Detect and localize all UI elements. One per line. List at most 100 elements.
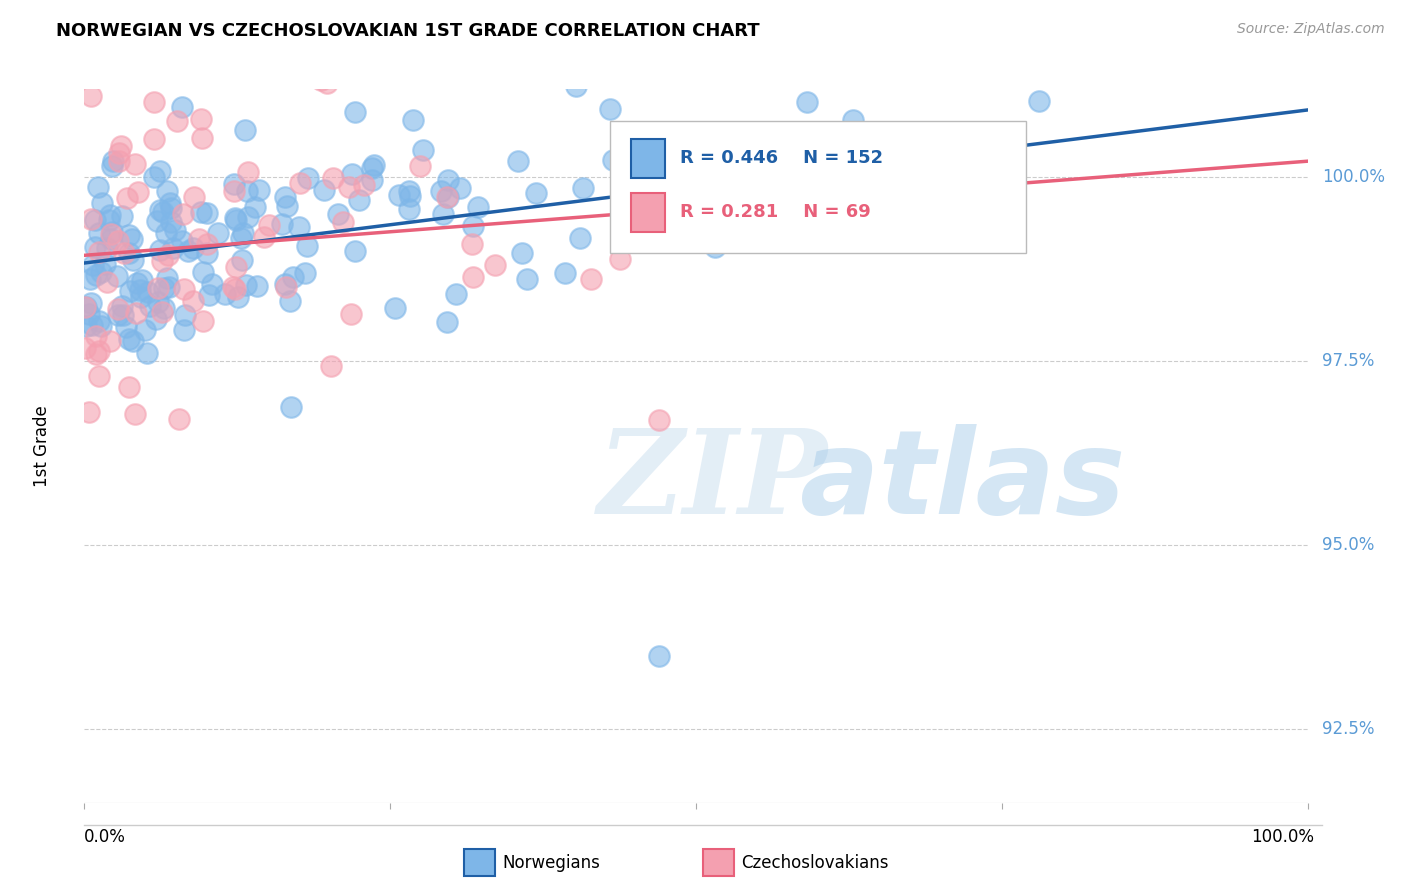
Point bbox=[90, 319, 112, 334]
Point bbox=[437, 173, 460, 187]
Point bbox=[278, 294, 301, 309]
Text: 92.5%: 92.5% bbox=[1322, 720, 1375, 739]
Point bbox=[146, 213, 169, 227]
Point bbox=[437, 190, 460, 204]
Point bbox=[148, 280, 170, 294]
Point bbox=[107, 268, 129, 283]
Point bbox=[142, 95, 165, 110]
Point bbox=[332, 214, 354, 228]
Point bbox=[449, 180, 471, 194]
Point bbox=[328, 207, 350, 221]
Point bbox=[96, 275, 118, 289]
Point bbox=[127, 185, 149, 199]
Point bbox=[110, 139, 132, 153]
Point bbox=[224, 282, 246, 296]
Point bbox=[231, 253, 253, 268]
Point bbox=[467, 200, 489, 214]
Point bbox=[214, 287, 236, 301]
Point bbox=[75, 341, 97, 355]
Point bbox=[159, 196, 181, 211]
Point bbox=[554, 266, 576, 280]
Text: R = 0.281    N = 69: R = 0.281 N = 69 bbox=[681, 203, 870, 221]
Point bbox=[188, 232, 211, 246]
Point bbox=[107, 301, 129, 316]
Point bbox=[232, 226, 254, 240]
Point bbox=[139, 299, 162, 313]
Point bbox=[253, 230, 276, 244]
Point bbox=[112, 308, 135, 322]
Point bbox=[107, 234, 129, 248]
Point bbox=[319, 359, 342, 373]
Point bbox=[461, 219, 484, 234]
Text: Norwegians: Norwegians bbox=[502, 854, 600, 871]
Point bbox=[361, 161, 384, 176]
Point bbox=[118, 246, 141, 260]
Point bbox=[446, 287, 468, 301]
Point bbox=[246, 278, 269, 293]
Point bbox=[100, 232, 122, 246]
Point bbox=[193, 265, 215, 279]
Point bbox=[173, 282, 195, 296]
Point bbox=[344, 105, 367, 120]
Bar bbox=[631, 193, 665, 232]
Point bbox=[153, 301, 176, 316]
Point bbox=[173, 323, 195, 337]
Point bbox=[288, 176, 311, 190]
Point bbox=[602, 153, 624, 167]
Point bbox=[118, 228, 141, 243]
Point bbox=[510, 245, 533, 260]
Point bbox=[201, 277, 224, 291]
Text: 100.0%: 100.0% bbox=[1322, 169, 1385, 186]
Point bbox=[280, 400, 302, 414]
Point bbox=[162, 241, 184, 255]
Point bbox=[128, 283, 150, 297]
Point bbox=[634, 226, 657, 240]
Point bbox=[579, 271, 602, 285]
FancyBboxPatch shape bbox=[610, 121, 1026, 253]
Point bbox=[735, 231, 758, 245]
Point bbox=[297, 171, 319, 186]
Point bbox=[243, 200, 266, 214]
Point bbox=[461, 269, 484, 284]
Point bbox=[148, 295, 170, 310]
Point bbox=[134, 323, 156, 337]
Point bbox=[84, 329, 107, 343]
Point bbox=[461, 236, 484, 251]
Point bbox=[329, 15, 352, 29]
Text: R = 0.446    N = 152: R = 0.446 N = 152 bbox=[681, 150, 883, 168]
Point bbox=[191, 314, 214, 328]
Point bbox=[136, 285, 159, 299]
Point bbox=[690, 188, 713, 202]
Point bbox=[572, 181, 595, 195]
Point bbox=[195, 237, 218, 252]
Point bbox=[360, 173, 382, 187]
Point bbox=[114, 320, 136, 334]
Point bbox=[101, 225, 124, 239]
Point bbox=[484, 258, 506, 272]
Point bbox=[224, 211, 246, 226]
Point bbox=[399, 188, 422, 202]
Point bbox=[430, 184, 453, 198]
Text: Source: ZipAtlas.com: Source: ZipAtlas.com bbox=[1237, 22, 1385, 37]
Point bbox=[432, 207, 454, 221]
Point bbox=[254, 29, 277, 44]
Point bbox=[107, 308, 129, 322]
Point bbox=[235, 278, 257, 293]
Point bbox=[96, 241, 118, 255]
Point bbox=[87, 244, 110, 259]
Text: 97.5%: 97.5% bbox=[1322, 352, 1375, 370]
Point bbox=[388, 187, 411, 202]
Point bbox=[384, 301, 406, 315]
Point bbox=[79, 89, 101, 103]
Point bbox=[80, 318, 103, 332]
Point bbox=[90, 265, 112, 279]
Point bbox=[398, 202, 420, 217]
Point bbox=[150, 253, 173, 268]
Point bbox=[149, 203, 172, 218]
Point bbox=[236, 210, 259, 224]
Point bbox=[108, 145, 131, 160]
Point bbox=[122, 334, 145, 349]
Point bbox=[121, 232, 143, 246]
Point bbox=[83, 213, 105, 227]
Point bbox=[98, 212, 121, 227]
